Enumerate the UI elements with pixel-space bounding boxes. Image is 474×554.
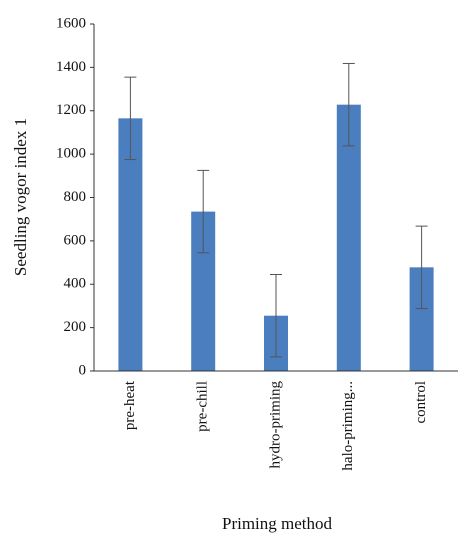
error-bar bbox=[415, 225, 428, 310]
error-bar bbox=[124, 76, 137, 161]
x-tick-label: hydro-priming bbox=[267, 381, 283, 469]
bar bbox=[118, 118, 143, 371]
y-tick-label: 1400 bbox=[56, 59, 86, 75]
y-tick-label: 1600 bbox=[56, 15, 86, 31]
x-tick-label: control bbox=[413, 381, 429, 424]
bar bbox=[336, 104, 361, 372]
y-tick-label: 200 bbox=[64, 319, 87, 335]
x-tick-label: halo-priming... bbox=[340, 381, 356, 471]
y-tick-label: 1000 bbox=[56, 146, 86, 162]
x-tick-label: pre-chill bbox=[195, 381, 211, 432]
y-tick-label: 800 bbox=[64, 189, 87, 205]
y-tick-label: 1200 bbox=[56, 102, 86, 118]
error-bar bbox=[342, 62, 355, 147]
y-axis-title: Seedling vogor index 1 bbox=[11, 118, 30, 276]
error-bar bbox=[270, 273, 282, 358]
y-tick-label: 400 bbox=[64, 276, 87, 292]
x-tick-label: pre-heat bbox=[122, 380, 138, 430]
error-bar bbox=[197, 169, 210, 254]
y-tick-label: 600 bbox=[64, 232, 87, 248]
x-axis-title: Priming method bbox=[222, 514, 333, 533]
y-tick-label: 0 bbox=[79, 362, 87, 378]
